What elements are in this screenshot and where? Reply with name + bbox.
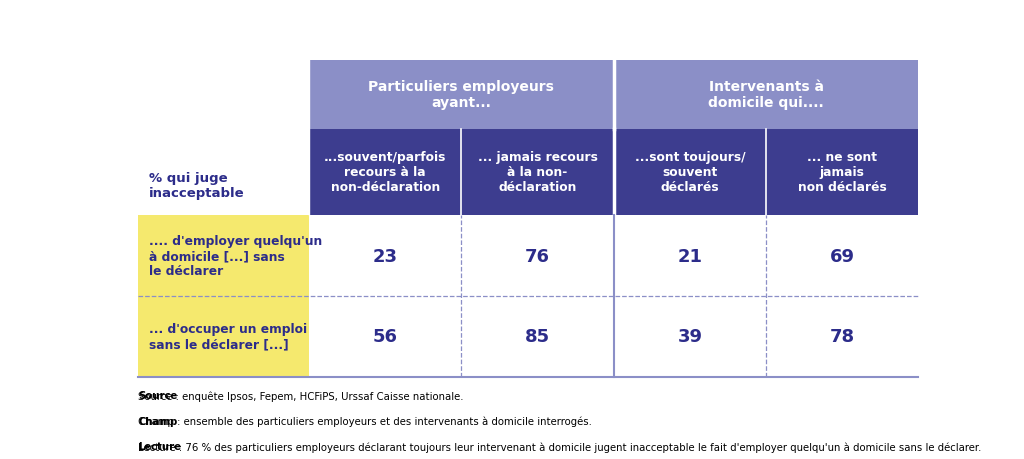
Text: .... d'employer quelqu'un
à domicile [...] sans
le déclarer: .... d'employer quelqu'un à domicile [..… [148, 235, 322, 278]
Text: % qui juge
inacceptable: % qui juge inacceptable [148, 172, 245, 200]
Text: ...sont toujours/
souvent
déclarés: ...sont toujours/ souvent déclarés [635, 151, 745, 194]
Bar [138, 216, 309, 297]
Text: ... ne sont
jamais
non déclarés: ... ne sont jamais non déclarés [798, 151, 887, 194]
Bar [766, 297, 919, 377]
Text: ...souvent/parfois
recours à la
non-déclaration: ...souvent/parfois recours à la non-décl… [324, 151, 446, 194]
Text: 85: 85 [525, 328, 550, 346]
Text: 76: 76 [525, 247, 550, 265]
Text: ... d'occuper un emploi
sans le déclarer [...]: ... d'occuper un emploi sans le déclarer… [148, 323, 307, 351]
Bar [138, 61, 309, 129]
Bar [309, 216, 461, 297]
Text: ... jamais recours
à la non-
déclaration: ... jamais recours à la non- déclaration [477, 151, 597, 194]
Text: 78: 78 [829, 328, 855, 346]
Text: Champ: Champ [138, 416, 177, 426]
Bar [309, 129, 461, 216]
Text: Lecture : 76 % des particuliers employeurs déclarant toujours leur intervenant à: Lecture : 76 % des particuliers employeu… [138, 442, 982, 452]
Text: Lecture: Lecture [138, 442, 181, 451]
Bar [766, 129, 919, 216]
Bar [462, 129, 613, 216]
Text: Intervenants à
domicile qui....: Intervenants à domicile qui.... [709, 80, 824, 110]
Text: 21: 21 [677, 247, 702, 265]
Bar [138, 297, 309, 377]
Bar [766, 216, 919, 297]
Bar [309, 297, 461, 377]
Bar [462, 297, 613, 377]
Text: 69: 69 [829, 247, 855, 265]
Text: Source : enquête Ipsos, Fepem, HCFiPS, Urssaf Caisse nationale.: Source : enquête Ipsos, Fepem, HCFiPS, U… [138, 391, 464, 401]
Text: Source: Source [138, 391, 177, 400]
Text: Particuliers employeurs
ayant...: Particuliers employeurs ayant... [369, 80, 554, 110]
Bar [613, 216, 766, 297]
Bar [309, 61, 613, 129]
Bar [613, 297, 766, 377]
Bar [462, 216, 613, 297]
Text: 39: 39 [677, 328, 702, 346]
Text: Champ : ensemble des particuliers employeurs et des intervenants à domicile inte: Champ : ensemble des particuliers employ… [138, 416, 592, 426]
Text: 56: 56 [373, 328, 397, 346]
Bar [613, 129, 766, 216]
Bar [138, 129, 309, 216]
Bar [613, 61, 919, 129]
Text: 23: 23 [373, 247, 397, 265]
